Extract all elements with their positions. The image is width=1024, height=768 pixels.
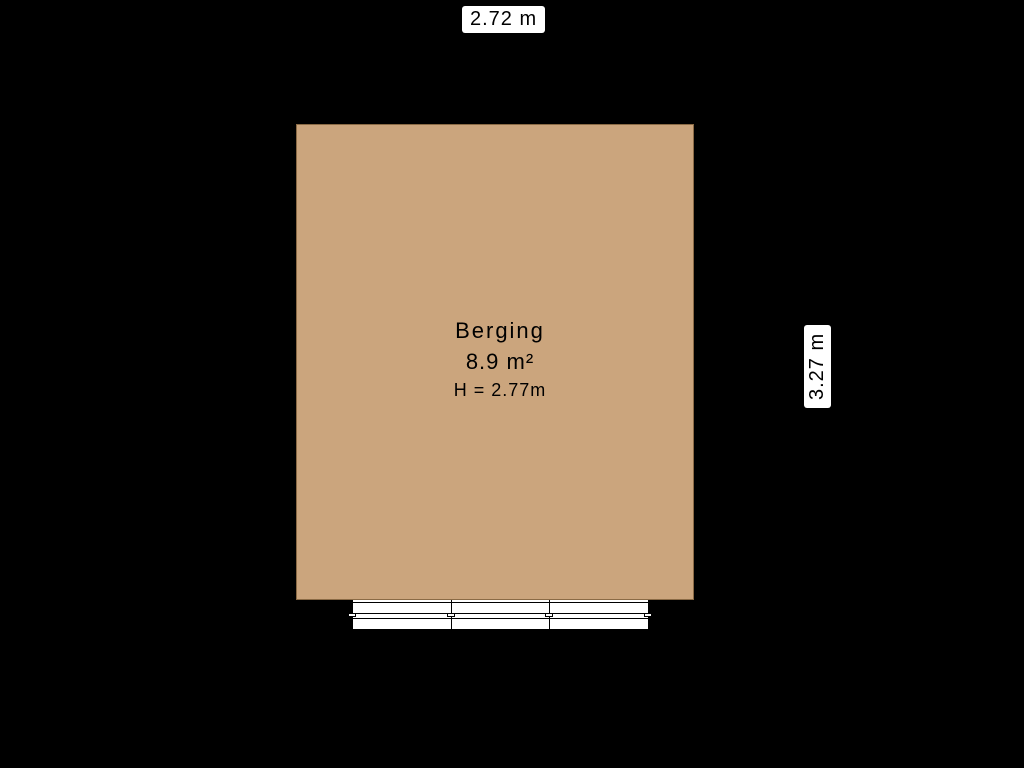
room-area: 8.9 m² [420,347,580,378]
door-rail-top [352,602,648,614]
door-assembly [352,600,648,630]
door-post [545,613,553,617]
room-label-block: Berging 8.9 m² H = 2.77m [420,316,580,403]
room-height: H = 2.77m [420,378,580,403]
room-name: Berging [420,316,580,347]
dimension-width-label: 2.72 m [462,6,545,33]
door-post [447,613,455,617]
door-post [644,613,652,617]
door-post [348,613,356,617]
dimension-height-label: 3.27 m [804,325,831,408]
door-rail-bottom [352,618,648,630]
